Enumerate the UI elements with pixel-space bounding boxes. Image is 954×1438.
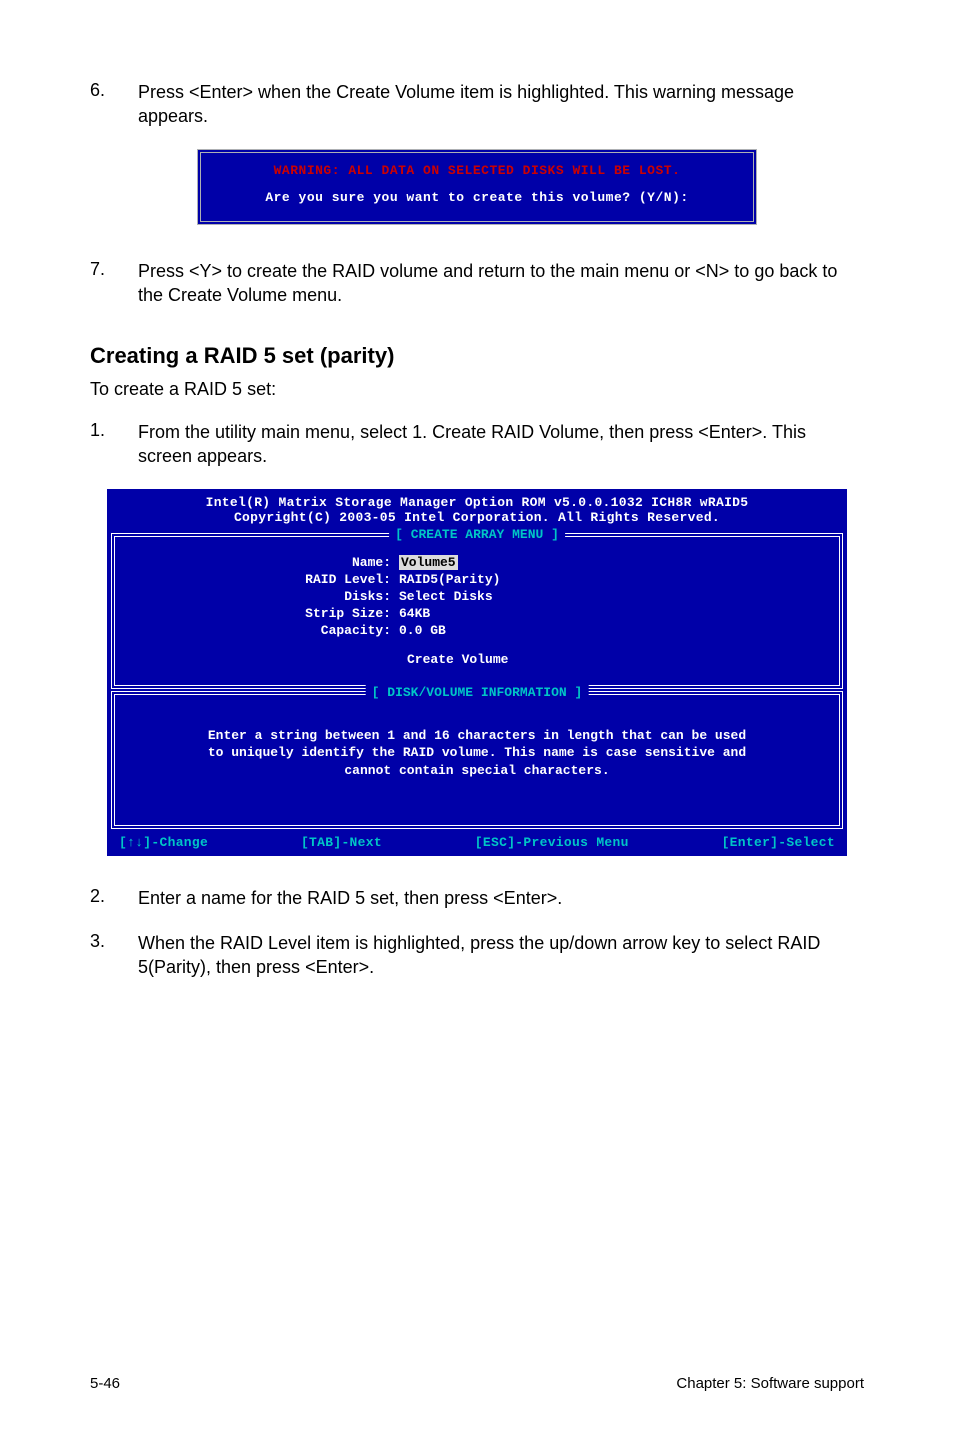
key-bar: [↑↓]-Change [TAB]-Next [ESC]-Previous Me… — [111, 831, 843, 856]
step-number: 1. — [90, 420, 138, 469]
page-number: 5-46 — [90, 1375, 120, 1392]
name-input[interactable]: Volume5 — [399, 555, 458, 570]
key-select: [Enter]-Select — [722, 835, 835, 850]
key-next: [TAB]-Next — [301, 835, 382, 850]
value[interactable]: 0.0 GB — [399, 623, 446, 638]
step-text: When the RAID Level item is highlighted,… — [138, 931, 864, 980]
disk-info-panel: [ DISK/VOLUME INFORMATION ] Enter a stri… — [111, 691, 843, 830]
bios-header-line-1: Intel(R) Matrix Storage Manager Option R… — [117, 495, 837, 510]
warning-line: WARNING: ALL DATA ON SELECTED DISKS WILL… — [215, 163, 739, 178]
create-array-panel: [ CREATE ARRAY MENU ] Name: Volume5 RAID… — [111, 533, 843, 689]
step-7: 7. Press <Y> to create the RAID volume a… — [90, 259, 864, 308]
step-1: 1. From the utility main menu, select 1.… — [90, 420, 864, 469]
panel-title: [ DISK/VOLUME INFORMATION ] — [366, 685, 589, 700]
field-raid-level: RAID Level: RAID5(Parity) — [129, 572, 825, 587]
step-text: Enter a name for the RAID 5 set, then pr… — [138, 886, 562, 910]
bios-header: Intel(R) Matrix Storage Manager Option R… — [107, 489, 847, 531]
create-volume-item[interactable]: Create Volume — [129, 652, 825, 667]
info-line-1: Enter a string between 1 and 16 characte… — [139, 727, 815, 745]
step-number: 7. — [90, 259, 138, 308]
label: Capacity: — [129, 623, 399, 638]
value[interactable]: 64KB — [399, 606, 430, 621]
field-capacity: Capacity: 0.0 GB — [129, 623, 825, 638]
field-disks: Disks: Select Disks — [129, 589, 825, 604]
step-text: Press <Enter> when the Create Volume ite… — [138, 80, 864, 129]
key-prev: [ESC]-Previous Menu — [475, 835, 629, 850]
value[interactable]: Select Disks — [399, 589, 493, 604]
label: Name: — [129, 555, 399, 570]
info-text: Enter a string between 1 and 16 characte… — [129, 713, 825, 808]
section-heading: Creating a RAID 5 set (parity) — [90, 343, 864, 369]
step-text: From the utility main menu, select 1. Cr… — [138, 420, 864, 469]
bios-screen: Intel(R) Matrix Storage Manager Option R… — [107, 489, 847, 857]
step-3: 3. When the RAID Level item is highlight… — [90, 931, 864, 980]
step-2: 2. Enter a name for the RAID 5 set, then… — [90, 886, 864, 910]
field-strip-size: Strip Size: 64KB — [129, 606, 825, 621]
key-change: [↑↓]-Change — [119, 835, 208, 850]
field-name: Name: Volume5 — [129, 555, 825, 570]
step-number: 3. — [90, 931, 138, 980]
step-number: 6. — [90, 80, 138, 129]
label: RAID Level: — [129, 572, 399, 587]
label: Disks: — [129, 589, 399, 604]
chapter-label: Chapter 5: Software support — [676, 1375, 864, 1392]
info-line-3: cannot contain special characters. — [139, 762, 815, 780]
label: Strip Size: — [129, 606, 399, 621]
step-text: Press <Y> to create the RAID volume and … — [138, 259, 864, 308]
prompt-line: Are you sure you want to create this vol… — [215, 190, 739, 205]
value-highlighted[interactable]: Volume5 — [399, 555, 458, 570]
warning-dialog: WARNING: ALL DATA ON SELECTED DISKS WILL… — [197, 149, 757, 225]
step-6: 6. Press <Enter> when the Create Volume … — [90, 80, 864, 129]
bios-header-line-2: Copyright(C) 2003-05 Intel Corporation. … — [117, 510, 837, 525]
section-sub: To create a RAID 5 set: — [90, 379, 864, 400]
info-line-2: to uniquely identify the RAID volume. Th… — [139, 744, 815, 762]
value[interactable]: RAID5(Parity) — [399, 572, 500, 587]
step-number: 2. — [90, 886, 138, 910]
panel-title: [ CREATE ARRAY MENU ] — [389, 527, 565, 542]
page-footer: 5-46 Chapter 5: Software support — [90, 1375, 864, 1392]
